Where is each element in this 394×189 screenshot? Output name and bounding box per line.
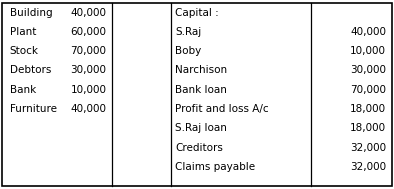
Text: 10,000: 10,000 — [350, 46, 386, 56]
Text: 30,000: 30,000 — [350, 65, 386, 75]
Text: 30,000: 30,000 — [71, 65, 106, 75]
Text: Furniture: Furniture — [10, 104, 57, 114]
Text: 18,000: 18,000 — [350, 104, 386, 114]
Text: 60,000: 60,000 — [71, 27, 106, 37]
Text: Building: Building — [10, 8, 52, 18]
Text: 32,000: 32,000 — [350, 143, 386, 153]
Text: 40,000: 40,000 — [71, 8, 106, 18]
Text: Claims payable: Claims payable — [175, 162, 255, 172]
Text: Narchison: Narchison — [175, 65, 227, 75]
Text: S.Raj loan: S.Raj loan — [175, 123, 227, 133]
Text: 32,000: 32,000 — [350, 162, 386, 172]
Text: Capital :: Capital : — [175, 8, 219, 18]
Text: 70,000: 70,000 — [71, 46, 106, 56]
Text: 40,000: 40,000 — [71, 104, 106, 114]
Text: Boby: Boby — [175, 46, 202, 56]
Text: Plant: Plant — [10, 27, 36, 37]
Text: 40,000: 40,000 — [350, 27, 386, 37]
Text: Creditors: Creditors — [175, 143, 223, 153]
Text: Profit and loss A/c: Profit and loss A/c — [175, 104, 269, 114]
Text: Debtors: Debtors — [10, 65, 51, 75]
Text: 10,000: 10,000 — [71, 85, 106, 95]
Text: Bank: Bank — [10, 85, 36, 95]
Text: S.Raj: S.Raj — [175, 27, 202, 37]
Text: 18,000: 18,000 — [350, 123, 386, 133]
Text: 70,000: 70,000 — [350, 85, 386, 95]
Text: Stock: Stock — [10, 46, 39, 56]
Text: Bank loan: Bank loan — [175, 85, 227, 95]
